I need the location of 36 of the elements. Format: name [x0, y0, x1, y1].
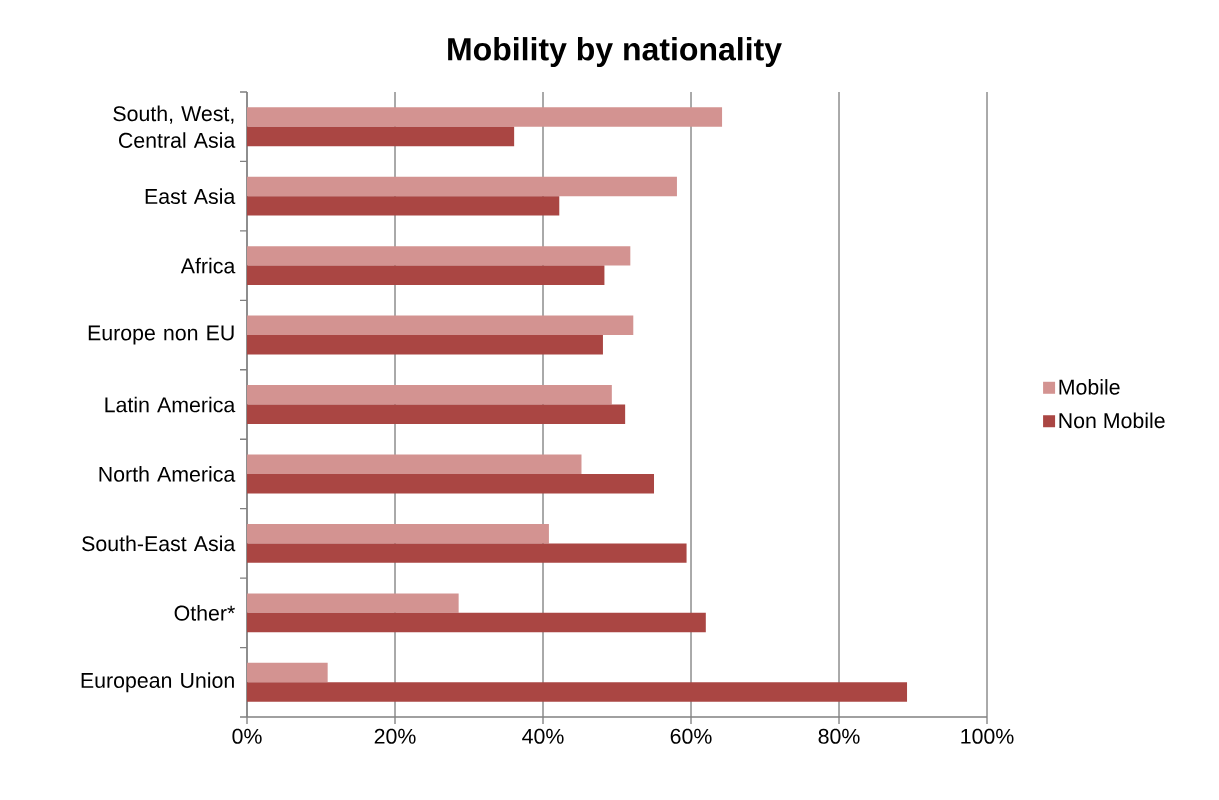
x-tick-label: 20%	[374, 728, 416, 744]
bar	[247, 335, 603, 355]
chart-title: Mobility by nationality	[448, 37, 782, 67]
x-tick-label: 40%	[522, 728, 564, 744]
bar	[247, 682, 908, 702]
y-tick-label: South, West, Central Asia	[113, 105, 236, 148]
y-tick-label: South-East Asia	[82, 535, 236, 552]
bar	[247, 265, 605, 286]
bar	[247, 523, 549, 544]
bar	[247, 107, 723, 127]
y-tick-label: Other*	[174, 605, 235, 621]
x-tick-label: 60%	[670, 728, 712, 744]
legend-label: Non Mobile	[1059, 412, 1165, 429]
bar	[247, 176, 677, 197]
y-tick-label: Latin America	[105, 396, 236, 413]
bar	[247, 593, 459, 613]
bar	[247, 454, 582, 474]
bar	[247, 543, 687, 563]
bar	[247, 385, 612, 405]
x-tick-label: 0%	[232, 728, 262, 744]
bar	[247, 612, 706, 633]
bar	[247, 662, 328, 683]
bar	[247, 315, 634, 336]
y-tick-label: European Union	[81, 672, 234, 693]
x-tick-label: 80%	[818, 728, 860, 744]
y-tick-label: East Asia	[145, 188, 236, 205]
bar	[247, 246, 631, 266]
bar	[247, 126, 515, 147]
bar	[247, 404, 626, 424]
y-tick-label: Europe non EU	[88, 325, 234, 345]
y-tick-label: Africa	[180, 257, 236, 274]
y-tick-label: North America	[99, 466, 236, 482]
legend-label: Mobile	[1059, 379, 1120, 395]
x-tick-label: 100%	[961, 728, 1014, 744]
bar	[247, 196, 560, 216]
bar	[247, 473, 655, 494]
